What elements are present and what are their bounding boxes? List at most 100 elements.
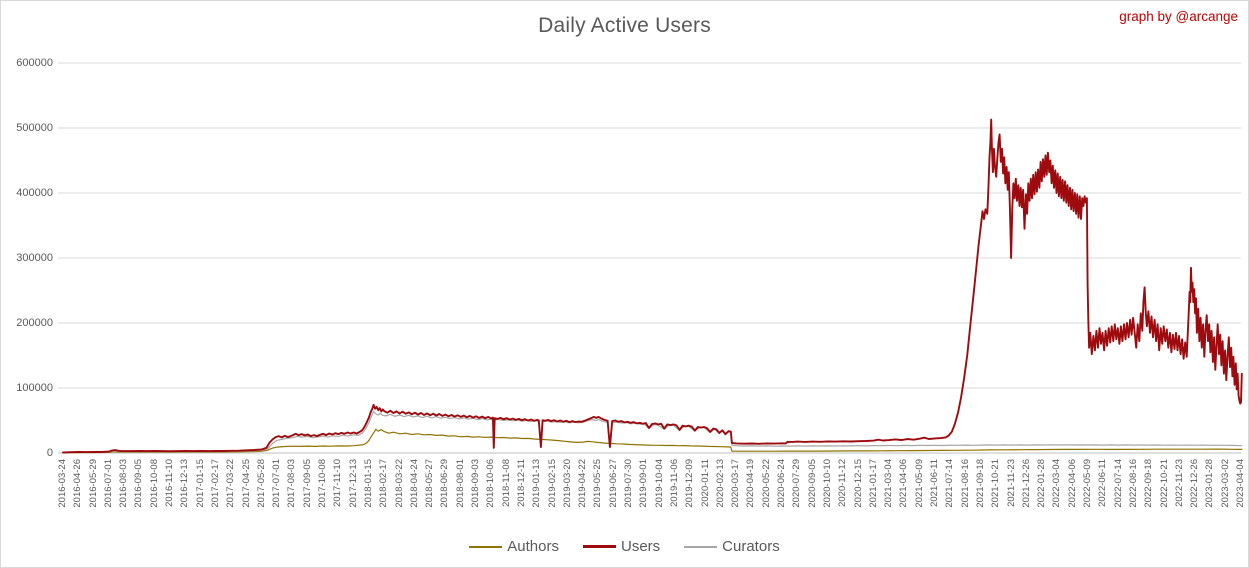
- y-axis-tick-label: 100000: [16, 382, 53, 394]
- x-axis-tick-label: 2022-04-06: [1066, 459, 1078, 508]
- x-axis-tick-label: 2019-02-15: [546, 459, 558, 508]
- x-axis-tick-label: 2017-11-10: [332, 459, 344, 507]
- x-axis-tick-label: 2018-10-06: [485, 459, 497, 508]
- legend-label-users: Users: [621, 538, 661, 555]
- x-axis-tick-label: 2020-03-17: [730, 459, 742, 508]
- x-axis-tick-label: 2021-09-18: [974, 459, 986, 508]
- authors-line-swatch: [469, 545, 503, 548]
- x-axis-tick-label: 2021-08-16: [959, 459, 971, 508]
- x-axis-tick-label: 2022-05-09: [1082, 459, 1093, 508]
- x-axis-tick-label: 2020-02-13: [714, 459, 726, 508]
- x-axis-tick-label: 2019-03-20: [561, 459, 573, 508]
- x-axis-tick-label: 2023-01-28: [1204, 459, 1216, 508]
- x-axis-tick-label: 2018-09-03: [470, 459, 482, 508]
- x-axis-tick-label: 2022-08-16: [1127, 459, 1139, 508]
- x-axis-tick-label: 2020-05-22: [760, 459, 772, 508]
- x-axis-tick-label: 2020-06-24: [776, 459, 788, 508]
- x-axis-tick-label: 2021-06-11: [929, 459, 941, 507]
- x-axis-tick-label: 2018-01-15: [362, 459, 374, 508]
- x-axis-tick-label: 2022-11-23: [1173, 459, 1185, 507]
- x-axis-tick-label: 2022-10-21: [1158, 459, 1170, 508]
- x-axis-tick-label: 2020-01-11: [699, 459, 711, 507]
- x-axis-tick-label: 2016-03-24: [57, 459, 68, 508]
- y-axis-tick-label: 600000: [16, 57, 53, 69]
- x-axis-tick-label: 2017-08-03: [286, 459, 298, 508]
- x-axis-tick-label: 2017-09-05: [301, 459, 313, 508]
- x-axis-tick-label: 2021-03-04: [883, 459, 895, 508]
- chart-title: Daily Active Users: [538, 14, 711, 37]
- x-axis-tick-label: 2018-12-11: [515, 459, 527, 507]
- x-axis-tick-label: 2018-04-24: [408, 459, 420, 508]
- x-axis-tick-label: 2016-11-10: [164, 459, 176, 507]
- series-line-users: [62, 118, 1243, 454]
- x-axis-tick-label: 2021-11-23: [1005, 459, 1017, 507]
- x-axis-tick-label: 2021-04-06: [898, 459, 910, 508]
- x-axis-tick-label: 2021-12-26: [1020, 459, 1032, 508]
- x-axis-tick-label: 2019-07-30: [623, 459, 635, 508]
- x-axis-tick-label: 2016-04-26: [72, 459, 84, 508]
- legend-item-users: Users: [583, 538, 660, 555]
- x-axis-tick-label: 2023-04-04: [1235, 459, 1246, 508]
- x-axis-tick-label: 2016-10-08: [148, 459, 160, 508]
- x-axis-tick-label: 2017-07-01: [271, 459, 283, 508]
- x-axis-tick-label: 2016-07-01: [102, 459, 114, 508]
- x-axis-tick-label: 2018-11-08: [500, 459, 512, 507]
- x-axis-tick-label: 2018-05-27: [424, 459, 436, 508]
- x-axis-tick-label: 2016-09-05: [133, 459, 145, 508]
- legend-item-authors: Authors: [469, 538, 559, 555]
- x-axis-tick-label: 2020-12-15: [852, 459, 864, 508]
- x-axis-tick-label: 2019-11-06: [668, 459, 680, 507]
- x-axis-tick-label: 2016-08-03: [118, 459, 130, 508]
- x-axis-tick-label: 2021-01-17: [867, 459, 879, 508]
- x-axis-tick-label: 2021-05-09: [913, 459, 925, 508]
- x-axis-tick-label: 2023-03-02: [1219, 459, 1231, 508]
- x-axis-tick-label: 2019-04-22: [577, 459, 589, 508]
- curators-line-swatch: [684, 545, 718, 548]
- x-axis-tick-label: 2017-12-13: [347, 459, 359, 508]
- y-axis-tick-label: 200000: [16, 317, 53, 329]
- x-axis-tick-label: 2017-10-08: [317, 459, 329, 508]
- x-axis-tick-label: 2016-12-13: [179, 459, 191, 508]
- x-axis-tick-label: 2022-03-04: [1051, 459, 1063, 508]
- x-axis-tick-label: 2019-06-27: [607, 459, 619, 508]
- y-axis-tick-label: 400000: [16, 187, 53, 199]
- series-line-curators: [62, 410, 1243, 454]
- x-axis-tick-label: 2022-12-26: [1189, 459, 1201, 508]
- x-axis-tick-label: 2018-06-29: [439, 459, 451, 508]
- series-line-authors: [62, 428, 1243, 454]
- users-line-swatch: [583, 545, 616, 548]
- x-axis-tick-label: 2021-07-14: [944, 459, 956, 508]
- x-axis-tick-label: 2019-09-01: [638, 459, 650, 508]
- x-axis-tick-label: 2017-04-25: [240, 459, 252, 508]
- x-axis-tick-label: 2022-07-14: [1112, 459, 1124, 508]
- legend-label-authors: Authors: [507, 538, 559, 555]
- legend-item-curators: Curators: [684, 538, 780, 555]
- x-axis-tick-label: 2019-10-04: [653, 459, 665, 508]
- x-axis-tick-label: 2022-01-28: [1036, 459, 1048, 508]
- legend-label-curators: Curators: [722, 538, 780, 555]
- x-axis-tick-label: 2019-05-25: [592, 459, 604, 508]
- x-axis-tick-label: 2017-05-28: [255, 459, 267, 508]
- x-axis-tick-label: 2018-03-22: [393, 459, 405, 508]
- x-axis-tick-label: 2022-09-18: [1143, 459, 1155, 508]
- x-axis-tick-label: 2016-05-29: [87, 459, 99, 508]
- x-axis-tick-label: 2019-12-09: [684, 459, 696, 508]
- x-axis-tick-label: 2020-11-12: [837, 459, 849, 507]
- y-axis-tick-label: 500000: [16, 122, 53, 134]
- y-axis-tick-label: 0: [46, 447, 53, 459]
- x-axis-tick-label: 2021-10-21: [990, 459, 1002, 508]
- legend: Authors Users Curators: [1, 538, 1248, 555]
- x-axis-tick-label: 2017-02-17: [209, 459, 221, 508]
- x-axis-tick-label: 2017-03-22: [225, 459, 237, 508]
- x-axis-tick-label: 2020-09-05: [806, 459, 818, 508]
- credit-text: graph by @arcange: [1119, 9, 1238, 24]
- x-axis-tick-label: 2019-01-13: [531, 459, 543, 508]
- x-axis-tick-label: 2020-04-19: [745, 459, 757, 508]
- x-axis-tick-label: 2022-06-11: [1097, 459, 1109, 507]
- x-axis-tick-label: 2020-10-10: [821, 459, 833, 508]
- x-axis-tick-label: 2018-08-01: [454, 459, 466, 508]
- y-axis-tick-label: 300000: [16, 252, 53, 264]
- x-axis-tick-label: 2018-02-17: [378, 459, 390, 508]
